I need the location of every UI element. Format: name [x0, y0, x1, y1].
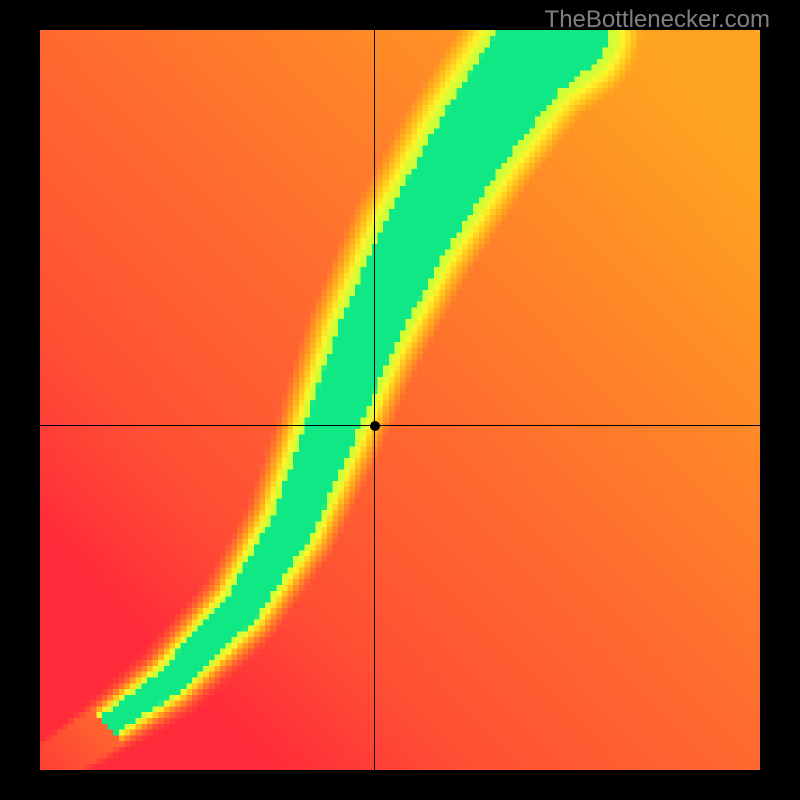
bottleneck-heatmap [40, 30, 760, 770]
chart-container: TheBottlenecker.com [0, 0, 800, 800]
crosshair-vertical [374, 30, 375, 770]
watermark-text: TheBottlenecker.com [545, 6, 770, 34]
selection-marker-dot [370, 421, 380, 431]
crosshair-horizontal [40, 425, 760, 426]
